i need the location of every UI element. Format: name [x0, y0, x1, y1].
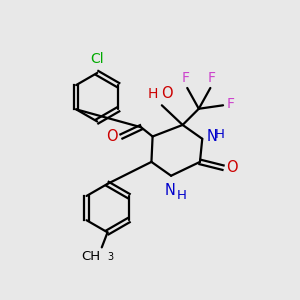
Text: O: O — [106, 129, 118, 144]
Text: H: H — [177, 189, 187, 202]
Text: F: F — [182, 70, 190, 85]
Text: 3: 3 — [108, 251, 114, 262]
Text: O: O — [226, 160, 237, 175]
Text: CH: CH — [82, 250, 100, 263]
Text: F: F — [208, 70, 215, 85]
Text: N: N — [164, 183, 175, 198]
Text: H: H — [148, 87, 158, 101]
Text: O: O — [161, 86, 173, 101]
Text: N: N — [206, 129, 217, 144]
Text: Cl: Cl — [90, 52, 104, 66]
Text: H: H — [215, 128, 225, 141]
Text: F: F — [226, 97, 235, 111]
